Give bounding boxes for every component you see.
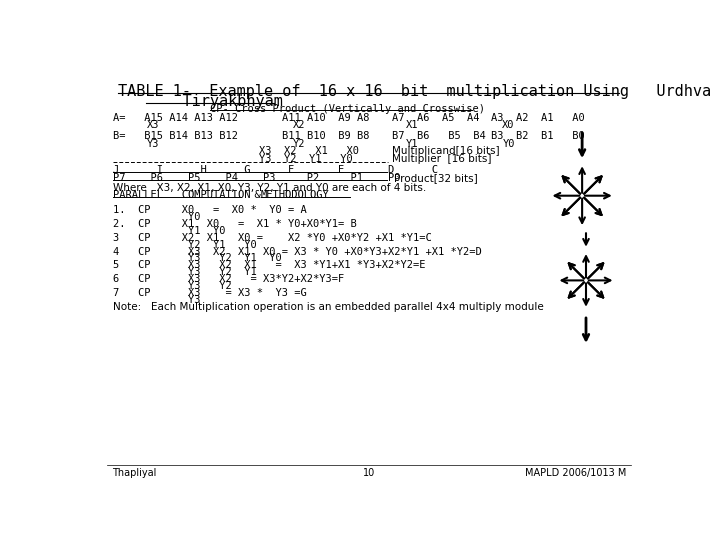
Text: Multiplier  [16 bits]: Multiplier [16 bits] xyxy=(392,154,492,164)
Text: 3   CP     X2  X1   X0 =    X2 *Y0 +X0*Y2 +X1 *Y1=C: 3 CP X2 X1 X0 = X2 *Y0 +X0*Y2 +X1 *Y1=C xyxy=(113,233,432,242)
Text: B11 B10  B9 B8: B11 B10 B9 B8 xyxy=(282,131,369,141)
Text: Y1: Y1 xyxy=(406,139,419,148)
Text: 2.  CP     X1  X0   =  X1 * Y0+X0*Y1= B: 2. CP X1 X0 = X1 * Y0+X0*Y1= B xyxy=(113,219,357,229)
Text: Product[32 bits]: Product[32 bits] xyxy=(394,173,477,184)
Text: A11 A10  A9 A8: A11 A10 A9 A8 xyxy=(282,112,369,123)
Text: 6   CP      X3   X2   = X3*Y2+X2*Y3=F: 6 CP X3 X2 = X3*Y2+X2*Y3=F xyxy=(113,274,344,284)
Text: 1.  CP     X0   =  X0 *  Y0 = A: 1. CP X0 = X0 * Y0 = A xyxy=(113,205,307,215)
Text: 7   CP      X3    = X3 *  Y3 =G: 7 CP X3 = X3 * Y3 =G xyxy=(113,288,307,298)
Text: METHODOLOGY: METHODOLOGY xyxy=(261,190,329,200)
Text: X1: X1 xyxy=(406,120,419,130)
Text: &: & xyxy=(242,190,273,200)
Text: TABLE 1-  Example of  16 x 16  bit  multiplication Using   Urdhva: TABLE 1- Example of 16 x 16 bit multipli… xyxy=(118,84,711,99)
Text: X0: X0 xyxy=(503,120,515,130)
Text: Y0: Y0 xyxy=(113,212,201,222)
Text: Y3  Y2  Y1   Y0: Y3 Y2 Y1 Y0 xyxy=(259,154,353,164)
Text: Y3   Y2: Y3 Y2 xyxy=(113,281,232,291)
Text: MAPLD 2006/1013 M: MAPLD 2006/1013 M xyxy=(525,468,626,478)
Text: Y3: Y3 xyxy=(147,139,159,148)
Text: Y0: Y0 xyxy=(503,139,515,148)
Text: Tiryakbhyam: Tiryakbhyam xyxy=(145,94,283,109)
Text: X2: X2 xyxy=(293,120,305,130)
Text: A7  A6  A5  A4: A7 A6 A5 A4 xyxy=(392,112,480,123)
Text: 4   CP      X3  X2  X1  X0 = X3 * Y0 +X0*Y3+X2*Y1 +X1 *Y2=D: 4 CP X3 X2 X1 X0 = X3 * Y0 +X0*Y3+X2*Y1 … xyxy=(113,247,482,256)
Text: B3  B2  B1   B0: B3 B2 B1 B0 xyxy=(492,131,585,141)
Text: X3  X2   X1   X0: X3 X2 X1 X0 xyxy=(259,146,359,157)
Text: Y3   Y2  Y1  Y0: Y3 Y2 Y1 Y0 xyxy=(113,253,282,264)
Text: PARALLEL   COMPUTATION: PARALLEL COMPUTATION xyxy=(113,190,251,200)
Text: B=   B15 B14 B13 B12: B= B15 B14 B13 B12 xyxy=(113,131,238,141)
Text: X3: X3 xyxy=(147,120,159,130)
Text: P7    P6    P5    P4    P3     P2     P1    P0: P7 P6 P5 P4 P3 P2 P1 P0 xyxy=(113,173,401,184)
Text: Thapliyal: Thapliyal xyxy=(112,468,156,478)
Text: 5   CP      X3   X2  X1   =  X3 *Y1+X1 *Y3+X2*Y2=E: 5 CP X3 X2 X1 = X3 *Y1+X1 *Y3+X2*Y2=E xyxy=(113,260,426,271)
Text: Y2  Y1   Y0: Y2 Y1 Y0 xyxy=(113,240,257,249)
Text: Where   X3, X2, X1, X0, Y3, Y2, Y1 and Y0 are each of 4 bits.: Where X3, X2, X1, X0, Y3, Y2, Y1 and Y0 … xyxy=(113,183,426,193)
Text: J      I      H      G      F       E       D      C: J I H G F E D C xyxy=(113,165,438,175)
Text: Multiplicand[16 bits]: Multiplicand[16 bits] xyxy=(392,146,500,157)
Text: CP- Cross Product (Vertically and Crosswise): CP- Cross Product (Vertically and Crossw… xyxy=(210,104,485,114)
Text: Y3   Y2  Y1: Y3 Y2 Y1 xyxy=(113,267,257,278)
Text: 10: 10 xyxy=(363,468,375,478)
Text: B7  B6   B5  B4: B7 B6 B5 B4 xyxy=(392,131,486,141)
Text: Y1  Y0: Y1 Y0 xyxy=(113,226,226,236)
Text: Y3: Y3 xyxy=(113,295,201,305)
Text: Note:   Each Multiplication operation is an embedded parallel 4x4 multiply modul: Note: Each Multiplication operation is a… xyxy=(113,302,544,312)
Text: A=   A15 A14 A13 A12: A= A15 A14 A13 A12 xyxy=(113,112,238,123)
Text: Y2: Y2 xyxy=(293,139,305,148)
Text: A3  A2  A1   A0: A3 A2 A1 A0 xyxy=(492,112,585,123)
